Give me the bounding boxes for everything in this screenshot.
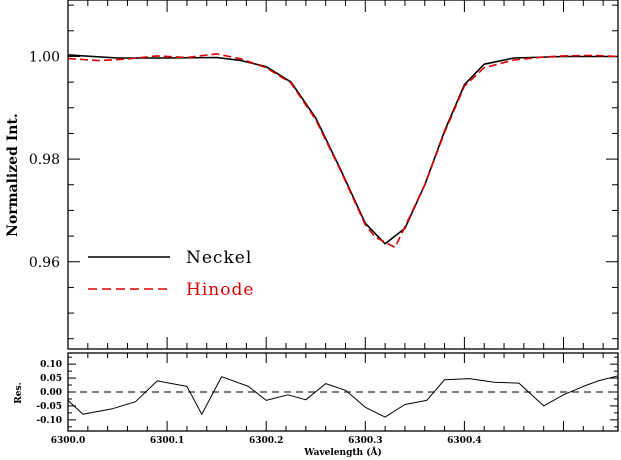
main-panel: 0.96 0.98 1.00 Normalized Int. Neckel Hino… <box>5 0 619 350</box>
residual-panel: 0.10 0.05 0.00 -0.05 -0.10 6300.0 6300.1 6300.2… <box>14 352 619 458</box>
main-ytick-label: 1.00 <box>29 49 60 65</box>
residual-line <box>67 375 619 418</box>
residual-xtick-label: 6300.4 <box>447 436 481 446</box>
residual-plot-frame <box>67 352 619 432</box>
residual-ticks: 0.10 0.05 0.00 -0.05 -0.10 6300.0 6300.1 6300.2… <box>36 353 618 446</box>
series-line-neckel <box>67 54 618 245</box>
residual-ytick-label: 0.00 <box>40 388 62 398</box>
residual-ylabel: Res. <box>14 382 24 403</box>
residual-xtick-label: 6300.0 <box>51 436 85 446</box>
main-ytick-label: 0.96 <box>29 255 60 271</box>
residual-xtick-label: 6300.1 <box>150 436 184 446</box>
main-ytick-label: 0.98 <box>29 152 60 168</box>
main-ticks: 0.96 0.98 1.00 <box>29 0 618 349</box>
series-line-hinode <box>67 53 619 249</box>
residual-ytick-label: 0.05 <box>40 374 62 384</box>
residual-ytick-label: 0.10 <box>40 360 62 370</box>
legend-label-neckel: Neckel <box>186 248 252 268</box>
main-plot-frame <box>67 0 619 350</box>
residual-series <box>67 375 619 418</box>
main-series <box>67 53 619 249</box>
residual-xtick-label: 6300.3 <box>348 436 382 446</box>
residual-ytick-label: -0.05 <box>36 402 62 412</box>
residual-ytick-label: -0.10 <box>36 416 62 426</box>
main-ylabel: Normalized Int. <box>5 113 21 237</box>
residual-xlabel: Wavelength (Å) <box>303 446 381 458</box>
legend: Neckel Hinode <box>88 248 254 300</box>
residual-xtick-label: 6300.2 <box>249 436 283 446</box>
legend-label-hinode: Hinode <box>186 280 254 300</box>
